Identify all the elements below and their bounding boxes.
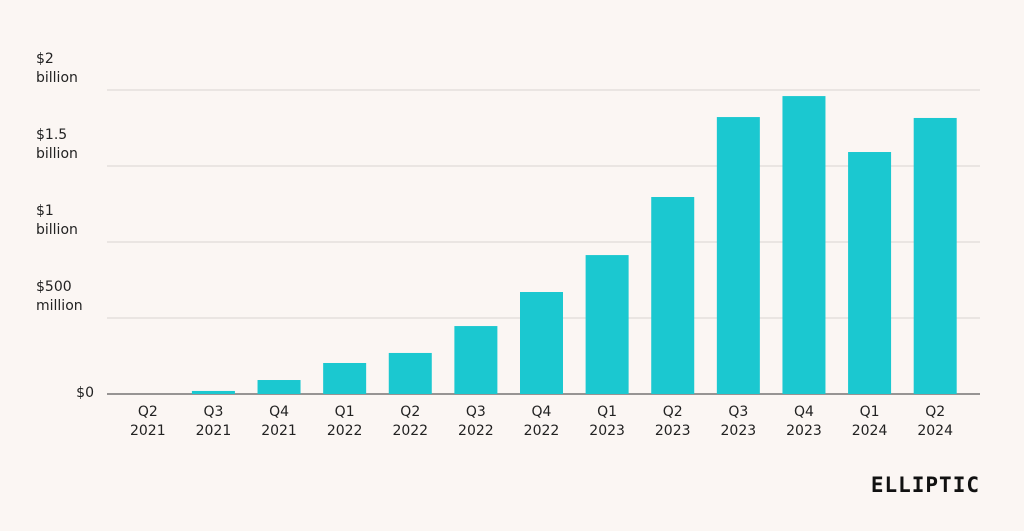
bar (848, 152, 892, 394)
x-tick-label: Q3 2023 (720, 404, 757, 439)
y-tick-label: $2 billion (36, 51, 78, 86)
bar (454, 326, 498, 394)
x-tick-label: Q4 2023 (786, 404, 822, 439)
y-tick-label: $0 (76, 385, 94, 401)
x-tick-label: Q4 2022 (523, 404, 560, 439)
x-tick-label: Q2 2023 (654, 404, 691, 439)
y-tick-label: $500 million (36, 279, 83, 314)
x-tick-label: Q1 2023 (589, 404, 625, 439)
bar (191, 390, 235, 394)
bar (323, 362, 367, 394)
bar (520, 292, 563, 394)
bar (716, 117, 760, 394)
bar (388, 352, 432, 394)
y-tick-label: $1 billion (36, 203, 78, 238)
x-tick-label: Q1 2024 (851, 404, 888, 439)
bar (782, 96, 826, 394)
bar (585, 255, 629, 394)
x-tick-label: Q3 2022 (458, 404, 494, 439)
bar (257, 380, 301, 394)
logo: ELLIPTIC (870, 473, 980, 497)
x-tick-label: Q2 2022 (392, 404, 429, 439)
bar (651, 197, 695, 394)
x-tick-label: Q2 2024 (917, 404, 953, 439)
y-tick-label: $1.5 billion (36, 127, 78, 162)
x-tick-label: Q1 2022 (326, 404, 363, 439)
x-tick-label: Q4 2021 (261, 404, 297, 439)
x-tick-label: Q3 2021 (195, 404, 232, 439)
x-tick-label: Q2 2021 (129, 404, 166, 439)
bar (913, 117, 957, 394)
